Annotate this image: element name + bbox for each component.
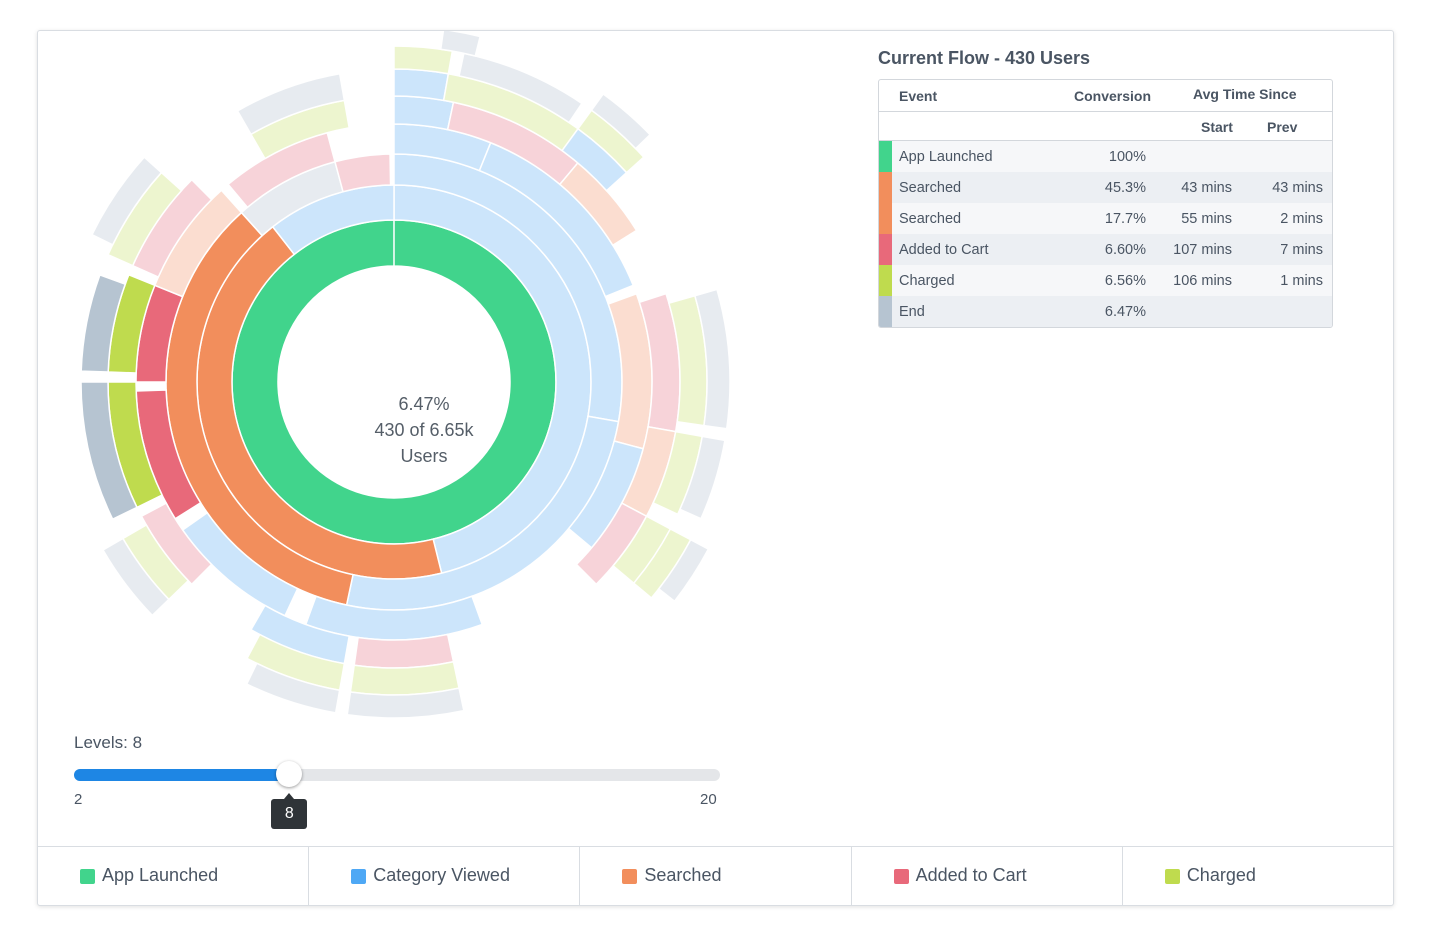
table-row[interactable]: Added to Cart 6.60% 107 mins 7 mins xyxy=(879,234,1332,265)
legend-label: Category Viewed xyxy=(373,865,510,885)
sunburst-segment[interactable] xyxy=(353,633,455,669)
sunburst-segment[interactable] xyxy=(393,68,450,102)
levels-slider[interactable] xyxy=(74,761,720,787)
event-color-marker xyxy=(879,203,892,234)
sunburst-chart[interactable] xyxy=(38,31,818,731)
table-row[interactable]: End 6.47% xyxy=(879,296,1332,327)
sunburst-segment[interactable] xyxy=(80,381,138,521)
header-prev: Prev xyxy=(1267,119,1298,135)
legend-item[interactable]: App Launched xyxy=(38,847,310,905)
prev-time-cell: 1 mins xyxy=(1280,273,1323,289)
table-row[interactable]: Searched 45.3% 43 mins 43 mins xyxy=(879,172,1332,203)
header-event: Event xyxy=(899,88,938,104)
event-name-cell: App Launched xyxy=(899,149,993,165)
conversion-percent: 6.47% xyxy=(398,394,450,414)
legend-item[interactable]: Category Viewed xyxy=(309,847,581,905)
current-flow-table: Event Conversion Avg Time Since Start Pr… xyxy=(878,79,1333,328)
event-color-marker xyxy=(879,141,892,172)
sunburst-segment[interactable] xyxy=(231,219,557,545)
event-color-marker xyxy=(879,172,892,203)
user-flow-card: 6.47% 430 of 6.65k Users Current Flow - … xyxy=(37,30,1394,906)
table-row[interactable]: Searched 17.7% 55 mins 2 mins xyxy=(879,203,1332,234)
legend-swatch xyxy=(80,869,95,884)
table-subheader-row: Start Prev xyxy=(879,112,1332,141)
legend-swatch xyxy=(622,869,638,884)
sunburst-segment[interactable] xyxy=(334,153,392,193)
table-header-row: Event Conversion Avg Time Since xyxy=(879,80,1332,112)
sunburst-segment[interactable] xyxy=(101,537,170,617)
levels-label: Levels: 8 xyxy=(74,733,143,752)
sunburst-segment[interactable] xyxy=(458,52,583,124)
slider-handle[interactable] xyxy=(276,761,303,787)
user-count: 430 of 6.65k xyxy=(374,420,474,440)
sunburst-segment[interactable] xyxy=(227,131,336,209)
sunburst-segment[interactable] xyxy=(181,511,299,617)
legend-label: Added to Cart xyxy=(915,865,1027,885)
event-name-cell: Added to Cart xyxy=(899,242,989,258)
legend-label: Charged xyxy=(1186,865,1256,885)
table-body: App Launched 100% Searched 45.3% 43 mins 43 m… xyxy=(879,141,1332,327)
prev-time-cell: 2 mins xyxy=(1280,211,1323,227)
event-name-cell: End xyxy=(899,304,925,320)
event-color-marker xyxy=(879,234,892,265)
slider-value-tooltip: 8 xyxy=(271,793,308,829)
start-time-cell: 106 mins xyxy=(1173,273,1232,289)
conversion-cell: 45.3% xyxy=(1104,180,1146,196)
slider-min-label: 2 xyxy=(74,791,83,808)
sunburst-segment[interactable] xyxy=(236,72,346,136)
event-legend: App Launched Category Viewed Searched Added… xyxy=(38,846,1393,905)
user-unit: Users xyxy=(400,446,448,466)
event-name-cell: Searched xyxy=(899,180,962,196)
event-name-cell: Charged xyxy=(899,273,955,289)
sunburst-segment[interactable] xyxy=(393,45,454,75)
start-time-cell: 55 mins xyxy=(1181,211,1232,227)
sunburst-segment[interactable] xyxy=(245,662,341,714)
sunburst-segment[interactable] xyxy=(439,31,482,57)
event-name-cell: Searched xyxy=(899,211,962,227)
sunburst-segment[interactable] xyxy=(678,435,726,520)
current-flow-title: Current Flow - 430 Users xyxy=(878,48,1091,68)
event-color-marker xyxy=(879,265,892,296)
header-start: Start xyxy=(1201,119,1233,135)
conversion-cell: 6.60% xyxy=(1104,242,1146,258)
legend-item[interactable]: Charged xyxy=(1123,847,1393,905)
legend-item[interactable]: Added to Cart xyxy=(852,847,1123,905)
conversion-cell: 6.47% xyxy=(1104,304,1146,320)
legend-label: App Launched xyxy=(102,865,219,885)
legend-swatch xyxy=(351,869,367,884)
slider-max-label: 20 xyxy=(700,791,717,808)
legend-swatch xyxy=(1164,869,1180,884)
table-row[interactable]: Charged 6.56% 106 mins 1 mins xyxy=(879,265,1332,296)
sunburst-segment[interactable] xyxy=(693,288,731,430)
legend-label: Searched xyxy=(644,865,722,885)
conversion-cell: 100% xyxy=(1108,149,1146,165)
sunburst-segment[interactable] xyxy=(346,687,465,719)
prev-time-cell: 7 mins xyxy=(1280,242,1323,258)
sunburst-segment[interactable] xyxy=(91,156,163,246)
sunburst-segment[interactable] xyxy=(80,273,127,373)
conversion-cell: 6.56% xyxy=(1104,273,1146,289)
event-color-marker xyxy=(879,296,892,327)
sunburst-center-label: 6.47% 430 of 6.65k Users xyxy=(338,391,510,469)
header-conversion: Conversion xyxy=(1074,88,1152,104)
prev-time-cell: 43 mins xyxy=(1272,180,1323,196)
sunburst-segment[interactable] xyxy=(590,92,652,150)
slider-fill xyxy=(74,769,290,781)
legend-swatch xyxy=(893,869,909,884)
start-time-cell: 107 mins xyxy=(1173,242,1232,258)
table-row[interactable]: App Launched 100% xyxy=(879,141,1332,172)
sunburst-segment[interactable] xyxy=(657,538,710,603)
conversion-cell: 17.7% xyxy=(1104,211,1146,227)
start-time-cell: 43 mins xyxy=(1181,180,1232,196)
header-avg-time-since: Avg Time Since xyxy=(1193,86,1297,102)
legend-item[interactable]: Searched xyxy=(580,847,852,905)
